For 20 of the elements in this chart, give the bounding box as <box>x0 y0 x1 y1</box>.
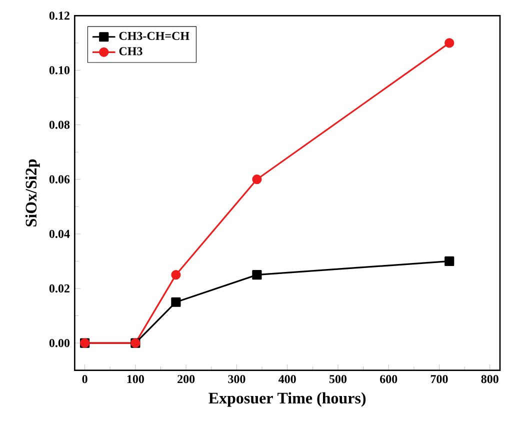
x-tick-label: 300 <box>228 375 246 384</box>
y-tick-label: 0.02 <box>49 284 70 293</box>
x-tick-label: 700 <box>430 375 448 384</box>
x-tick-label: 500 <box>329 375 347 384</box>
x-tick-label: 400 <box>278 375 296 384</box>
y-tick-label: 0.04 <box>49 230 70 238</box>
x-tick-label: 600 <box>380 375 398 384</box>
x-tick-label: 800 <box>481 375 498 384</box>
x-tick-label: 0 <box>82 375 88 384</box>
x-tick-label: 200 <box>178 375 195 384</box>
y-tick-label: 0.06 <box>49 175 70 184</box>
legend-label: CH3-CH=CH <box>119 32 190 40</box>
y-tick-label: 0.08 <box>49 120 70 129</box>
y-tick-label: 0.10 <box>49 66 70 74</box>
x-tick-label: 100 <box>127 375 144 384</box>
x-axis-title: Exposuer Time (hours) <box>208 392 366 407</box>
y-tick-label: 0.00 <box>49 338 70 348</box>
y-tick-label: 0.12 <box>49 12 70 20</box>
legend-label: CH3 <box>119 47 142 56</box>
y-axis-title: SiOx/Si2p <box>25 159 40 226</box>
